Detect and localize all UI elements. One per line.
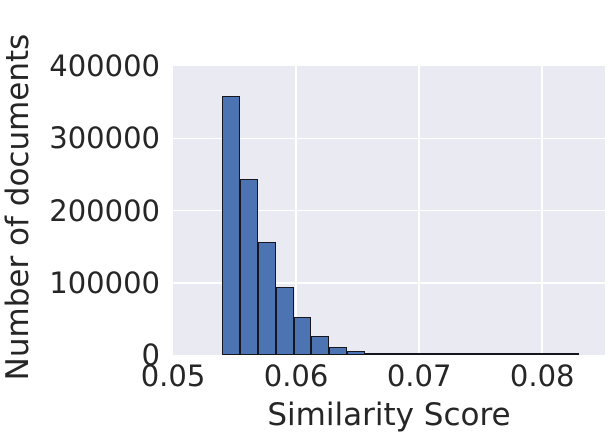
- histogram-bar: [561, 353, 580, 355]
- histogram-bar: [507, 353, 526, 355]
- x-tick-label: 0.08: [509, 359, 575, 393]
- gridline-vertical: [541, 66, 543, 355]
- y-tick-label: 400000: [49, 49, 160, 83]
- y-tick-label: 0: [141, 338, 160, 372]
- histogram-bar: [329, 346, 348, 355]
- y-tick-label: 100000: [49, 265, 160, 300]
- x-tick-label: 0.05: [140, 359, 206, 393]
- x-axis-label: Similarity Score: [267, 397, 511, 433]
- histogram-bar: [222, 95, 241, 355]
- histogram-bar: [454, 353, 473, 355]
- gridline-vertical: [418, 66, 420, 355]
- histogram-bar: [275, 287, 294, 355]
- histogram-bar: [382, 353, 401, 355]
- histogram-bar: [257, 241, 276, 355]
- plot-area: [173, 66, 605, 355]
- histogram-bar: [489, 353, 508, 355]
- histogram-bar: [418, 353, 437, 355]
- gridline-horizontal: [173, 137, 605, 139]
- histogram-bar: [347, 351, 365, 355]
- x-tick-label: 0.07: [386, 359, 452, 393]
- histogram-bar: [543, 353, 562, 355]
- histogram-bar: [472, 353, 490, 355]
- histogram-bar: [240, 178, 258, 355]
- gridline-horizontal: [173, 282, 605, 284]
- gridline-vertical: [295, 66, 297, 355]
- y-tick-label: 300000: [49, 121, 160, 156]
- gridline-horizontal: [173, 209, 605, 212]
- histogram-bar: [400, 353, 419, 355]
- y-tick-label: 200000: [49, 193, 160, 228]
- histogram-bar: [525, 353, 544, 355]
- histogram-bar: [436, 353, 455, 355]
- histogram-bar: [293, 316, 312, 355]
- x-tick-label: 0.06: [263, 359, 329, 393]
- histogram-bar: [311, 335, 330, 355]
- histogram-bar: [365, 352, 383, 355]
